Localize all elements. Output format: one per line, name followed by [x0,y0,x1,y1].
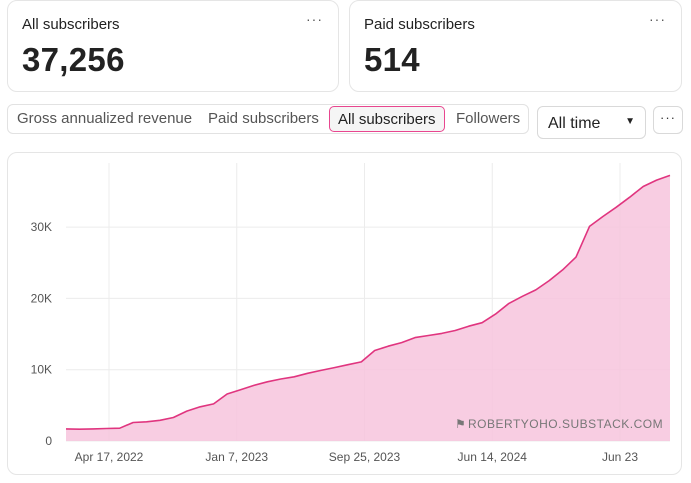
tab-all-subscribers[interactable]: All subscribers [329,106,445,132]
x-tick-label: Jun 23 [602,450,638,464]
metric-tabs: Gross annualized revenue Paid subscriber… [7,104,529,134]
paid-subscribers-card: Paid subscribers 514 ··· [349,0,682,92]
x-tick-label: Jan 7, 2023 [205,450,268,464]
time-range-value: All time [548,115,601,132]
more-horizontal-icon[interactable]: ··· [649,11,666,27]
more-horizontal-icon[interactable]: ··· [306,11,323,27]
all-subscribers-card: All subscribers 37,256 ··· [7,0,339,92]
x-tick-label: Apr 17, 2022 [75,450,144,464]
tab-paid-subscribers[interactable]: Paid subscribers [208,110,319,127]
y-tick-label: 20K [31,291,52,305]
all-subscribers-value: 37,256 [22,41,125,78]
tab-gross-annualized-revenue[interactable]: Gross annualized revenue [17,110,193,127]
watermark: ⚑ ROBERTYOHO.SUBSTACK.COM [455,417,663,431]
x-tick-label: Sep 25, 2023 [329,450,401,464]
subscribers-line [65,174,671,430]
y-tick-label: 0 [45,434,52,448]
y-tick-label: 10K [31,363,52,377]
flag-icon: ⚑ [455,417,466,431]
tab-followers[interactable]: Followers [456,110,521,127]
subscribers-chart-card: 0 10K 20K 30K Apr 17, 2022 Jan 7, 2023 Sep 25… [7,152,682,475]
all-subscribers-label: All subscribers [22,16,120,33]
subscribers-area [66,175,670,441]
x-tick-label: Jun 14, 2024 [458,450,528,464]
y-tick-label: 30K [31,220,52,234]
caret-down-icon: ▼ [625,116,635,127]
time-range-select[interactable]: All time ▼ [537,106,646,139]
paid-subscribers-label: Paid subscribers [364,16,475,33]
watermark-text: ROBERTYOHO.SUBSTACK.COM [468,417,663,431]
more-options-button[interactable]: ··· [653,106,683,134]
subscribers-chart: 0 10K 20K 30K Apr 17, 2022 Jan 7, 2023 Sep 25… [31,163,671,464]
paid-subscribers-value: 514 [364,41,420,78]
